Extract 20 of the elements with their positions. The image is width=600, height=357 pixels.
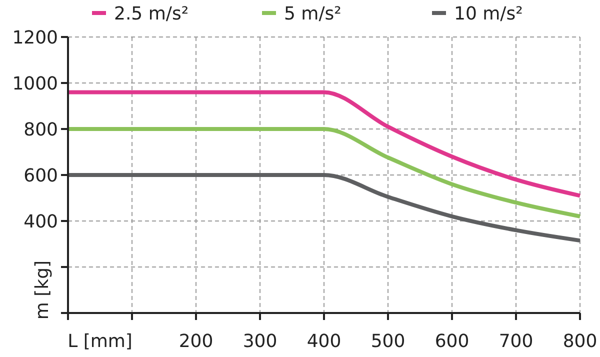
legend-label: 10 m/s² <box>454 3 523 24</box>
y-tick-label: 1000 <box>12 73 58 94</box>
x-tick-label: 700 <box>498 331 534 352</box>
y-axis-title: m [kg] <box>32 260 53 320</box>
x-tick-label: 400 <box>306 331 342 352</box>
y-tick-label: 600 <box>24 165 58 186</box>
legend-label: 2.5 m/s² <box>114 3 189 24</box>
x-tick-label: 300 <box>242 331 278 352</box>
y-tick-label: 1200 <box>12 27 58 48</box>
x-tick-label: 200 <box>178 331 214 352</box>
y-tick-label: 400 <box>24 211 58 232</box>
y-tick-label: 800 <box>24 119 58 140</box>
line-series <box>66 90 582 198</box>
legend-label: 5 m/s² <box>284 3 342 24</box>
x-tick-label: 600 <box>434 331 470 352</box>
x-axis-title: L [mm] <box>68 331 132 352</box>
line-series <box>66 127 582 218</box>
line-series <box>66 173 582 243</box>
x-tick-label: 800 <box>562 331 598 352</box>
x-tick-label: 500 <box>370 331 406 352</box>
